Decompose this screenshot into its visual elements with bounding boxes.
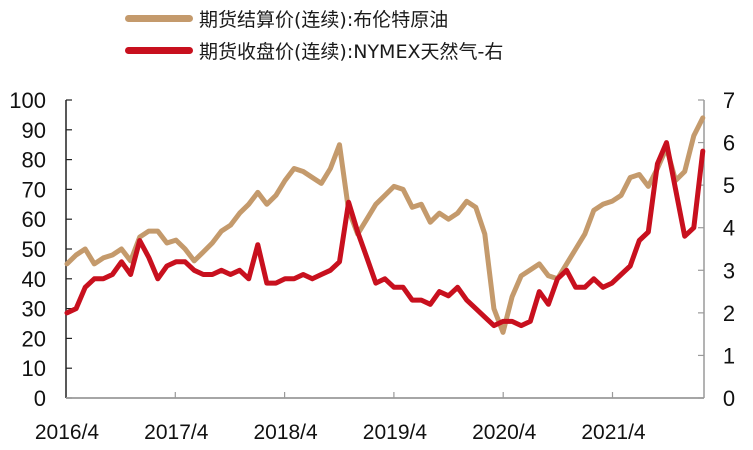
left-axis-tick-label: 100 [9,88,46,113]
legend-item-brent: 期货结算价(连续):布伦特原油 [125,2,503,34]
left-axis-tick-label: 30 [22,297,46,322]
left-axis-tick-label: 0 [34,386,46,411]
right-axis-tick-label: 7 [723,88,735,113]
brent-crude-line [64,115,706,335]
right-axis-tick-label: 1 [723,343,735,368]
legend-label-brent: 期货结算价(连续):布伦特原油 [199,8,449,31]
left-axis-tick-label: 10 [22,356,46,381]
right-axis-tick-label: 4 [723,216,735,241]
series-layer [64,115,706,335]
left-axis-tick-label: 90 [22,118,46,143]
x-axis-tick-label: 2019/4 [363,421,428,444]
left-axis-tick-label: 60 [22,207,46,232]
x-axis-tick-label: 2021/4 [581,421,646,444]
legend-swatch-brent [125,14,193,22]
right-axis-tick-label: 2 [723,301,735,326]
chart-legend: 期货结算价(连续):布伦特原油 期货收盘价(连续):NYMEX天然气-右 [125,2,503,66]
legend-swatch-natgas [125,46,193,54]
right-y-axis: 0 1 2 3 4 5 6 7 [698,88,735,411]
left-axis-tick-label: 80 [22,148,46,173]
right-axis-tick-label: 0 [723,386,735,411]
x-axis-tick-label: 2018/4 [253,421,318,444]
right-axis-tick-label: 6 [723,131,735,156]
left-axis-tick-label: 70 [22,177,46,202]
x-axis-tick-label: 2016/4 [35,421,100,444]
nymex-natgas-line [64,140,706,329]
x-axis: 2016/4 2017/4 2018/4 2019/4 2020/4 2021/4 [35,392,704,444]
right-axis-tick-label: 5 [723,173,735,198]
left-y-axis: 0 10 20 30 40 50 60 70 80 90 100 [9,88,72,411]
legend-label-natgas: 期货收盘价(连续):NYMEX天然气-右 [199,40,504,63]
right-axis-tick-label: 3 [723,258,735,283]
x-axis-tick-label: 2020/4 [472,421,537,444]
x-axis-tick-label: 2017/4 [144,421,209,444]
legend-item-natgas: 期货收盘价(连续):NYMEX天然气-右 [125,34,503,66]
left-axis-tick-label: 20 [22,326,46,351]
left-axis-tick-label: 50 [22,237,46,262]
left-axis-tick-label: 40 [22,267,46,292]
